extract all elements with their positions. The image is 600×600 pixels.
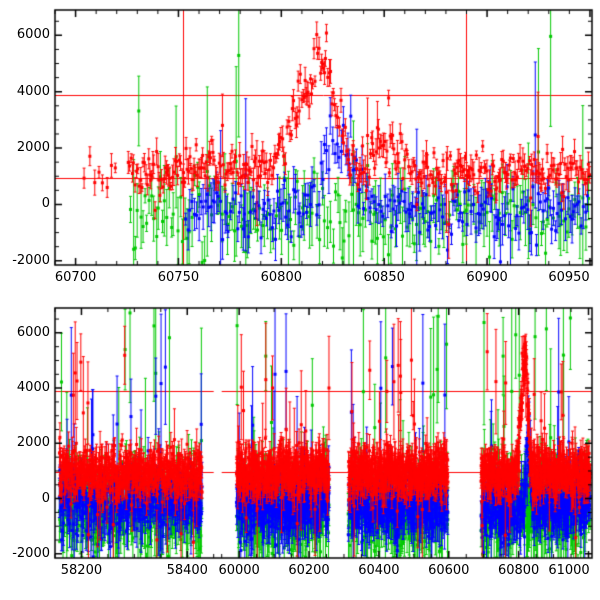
y-tick-label-bottom: 0 bbox=[41, 490, 50, 506]
y-tick-label-bottom: 6000 bbox=[16, 324, 50, 340]
x-tick-label-top: 60700 bbox=[54, 270, 97, 285]
y-tick-label-bottom: -2000 bbox=[12, 545, 50, 561]
x-tick-label-bottom: 60200 bbox=[288, 563, 330, 578]
y-tick-label-top: 6000 bbox=[16, 27, 50, 43]
y-tick-label-top: 0 bbox=[41, 196, 50, 212]
x-tick-label-top: 60850 bbox=[363, 270, 405, 285]
x-tick-label-bottom: 60000 bbox=[218, 563, 260, 578]
x-tick-label-bottom: 60400 bbox=[358, 563, 400, 578]
y-tick-label-bottom: 2000 bbox=[16, 435, 50, 451]
x-tick-label-top: 60900 bbox=[466, 270, 508, 285]
y-tick-label-top: -2000 bbox=[12, 252, 50, 268]
y-tick-label-bottom: 4000 bbox=[16, 380, 50, 396]
panel-top: 60700 60750 60800 60850 60900 60950 -2000 0 2000… bbox=[0, 0, 600, 300]
bottom-panel-plot-canvas bbox=[0, 300, 600, 600]
x-tick-label-top: 60750 bbox=[157, 270, 200, 285]
panel-bottom: 58200 58400 60000 60200 60400 60600 60800 61000… bbox=[0, 300, 600, 600]
x-tick-label-bottom: 58400 bbox=[166, 563, 208, 578]
x-tick-label-top: 60950 bbox=[548, 270, 590, 285]
x-tick-label-bottom: 60600 bbox=[428, 563, 470, 578]
y-tick-label-top: 4000 bbox=[16, 83, 50, 99]
x-tick-label-top: 60800 bbox=[260, 270, 302, 285]
x-tick-label-bottom: 60800 bbox=[497, 563, 540, 578]
x-tick-label-bottom: 61000 bbox=[548, 563, 590, 578]
y-tick-label-top: 2000 bbox=[16, 140, 50, 156]
top-panel-plot-canvas bbox=[0, 0, 600, 300]
x-tick-label-bottom: 58200 bbox=[60, 563, 103, 578]
